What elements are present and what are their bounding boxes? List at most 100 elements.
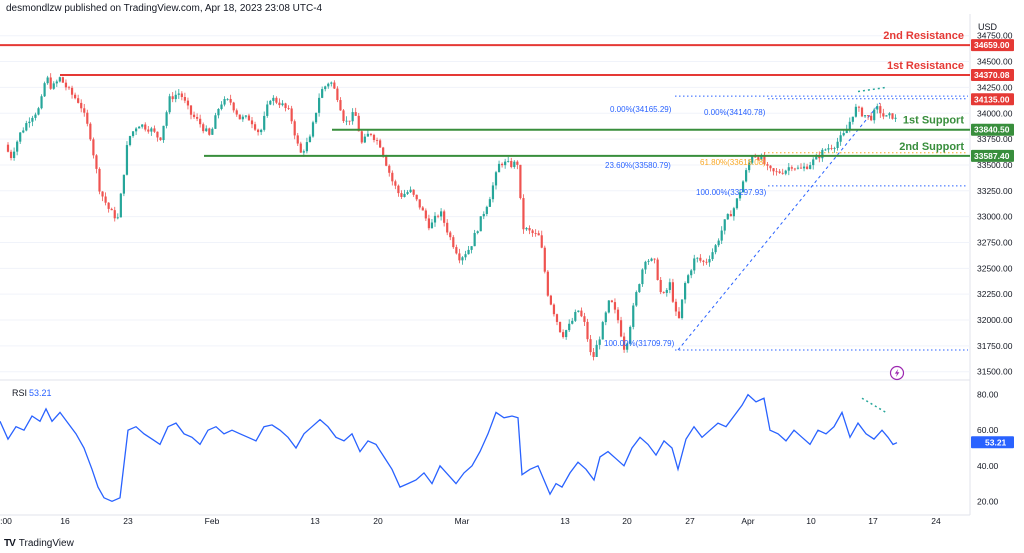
candle-body: [80, 102, 83, 109]
fib-label: 61.80%(33618.08): [700, 158, 766, 167]
candle-body: [284, 103, 287, 109]
candle-body: [421, 207, 424, 211]
candle-body: [22, 130, 25, 133]
candle-body: [693, 258, 696, 271]
candle-body: [455, 247, 458, 254]
candle-body: [821, 149, 824, 159]
time-tick-label: 27: [685, 516, 695, 526]
candle-body: [732, 208, 735, 217]
candle-body: [873, 109, 876, 121]
candle-body: [257, 129, 260, 133]
candle-body: [135, 128, 138, 132]
candle-body: [870, 115, 873, 121]
candle-body: [238, 114, 241, 120]
fib-label: 23.60%(33580.79): [605, 161, 671, 170]
candle-body: [671, 282, 674, 302]
candle-body: [888, 113, 891, 116]
candle-body: [266, 104, 269, 116]
candle-body: [205, 128, 208, 132]
candle-body: [67, 87, 71, 89]
candle-body: [70, 87, 74, 95]
candle-body: [680, 299, 684, 319]
candle-body: [342, 110, 345, 122]
candle-body: [9, 151, 13, 158]
candle-body: [305, 142, 308, 152]
candle-body: [745, 170, 748, 182]
candle-body: [327, 83, 330, 87]
candle-body: [592, 352, 595, 357]
candle-body: [501, 163, 504, 166]
candle-body: [552, 304, 556, 315]
candle-body: [558, 321, 562, 333]
price-tick-label: 34750.00: [977, 31, 1013, 41]
candle-body: [16, 141, 19, 152]
fibonacci-labels: 0.00%(34165.29) 0.00%(34140.78) 23.60%(335…: [604, 105, 767, 348]
price-chart[interactable]: USD 31500.00 31750.00 32000.00 32250.00 3250…: [0, 0, 1024, 535]
candle-body: [107, 202, 110, 209]
candle-body: [427, 218, 430, 229]
candle-body: [296, 135, 299, 144]
candle-body: [543, 247, 546, 272]
candle-body: [208, 128, 211, 135]
candle-body: [598, 339, 601, 345]
candle-body: [528, 228, 531, 231]
candle-body: [729, 214, 732, 217]
candle-body: [497, 163, 501, 173]
candle-body: [357, 115, 360, 132]
candle-body: [894, 117, 897, 119]
candle-body: [49, 77, 52, 89]
candle-body: [467, 249, 470, 255]
candle-body: [772, 168, 775, 172]
candle-body: [562, 332, 565, 338]
candle-body: [156, 131, 159, 138]
candle-body: [510, 161, 513, 167]
candle-body: [876, 106, 879, 110]
candle-body: [37, 108, 40, 115]
candle-body: [333, 82, 336, 89]
price-grid: [0, 35, 970, 373]
candle-body: [214, 115, 217, 129]
candle-body: [748, 162, 751, 171]
candle-body: [668, 282, 671, 290]
candle-body: [128, 136, 132, 146]
candle-body: [485, 206, 488, 214]
rsi-line: 53.21: [0, 393, 1014, 503]
candle-body: [531, 230, 534, 234]
candle-body: [778, 171, 781, 173]
candle-body: [833, 147, 836, 149]
candle-body: [583, 316, 586, 322]
candle-body: [260, 129, 263, 133]
candle-body: [394, 181, 397, 186]
candle-body: [183, 97, 186, 101]
candle-body: [696, 257, 699, 259]
candle-body: [153, 128, 156, 132]
candle-body: [293, 121, 296, 136]
candle-body: [607, 300, 610, 313]
candle-body: [46, 77, 49, 84]
candle-body: [202, 124, 205, 132]
candle-body: [74, 94, 77, 99]
candle-body: [799, 167, 803, 169]
candle-body: [324, 86, 327, 90]
brand-name[interactable]: TradingView: [18, 537, 74, 549]
candle-body: [674, 301, 678, 312]
candle-body: [522, 198, 525, 230]
candle-body: [705, 261, 708, 263]
candle-body: [345, 120, 348, 122]
candle-body: [860, 107, 864, 117]
time-tick-label: 17: [868, 516, 878, 526]
candle-body: [867, 115, 870, 116]
candle-body: [613, 302, 617, 310]
candle-body: [763, 155, 766, 165]
candle-body: [650, 258, 653, 261]
time-tick-label: 20: [373, 516, 383, 526]
candle-body: [192, 114, 196, 118]
candle-body: [287, 108, 290, 109]
candle-body: [580, 310, 583, 317]
tradingview-logo-icon[interactable]: TV: [4, 537, 16, 549]
rsi-tick-label: 40.00: [977, 461, 999, 471]
price-tick-label: 32000.00: [977, 315, 1013, 325]
candle-body: [418, 199, 421, 208]
lightning-icon[interactable]: [889, 365, 905, 381]
candle-body: [174, 94, 177, 100]
